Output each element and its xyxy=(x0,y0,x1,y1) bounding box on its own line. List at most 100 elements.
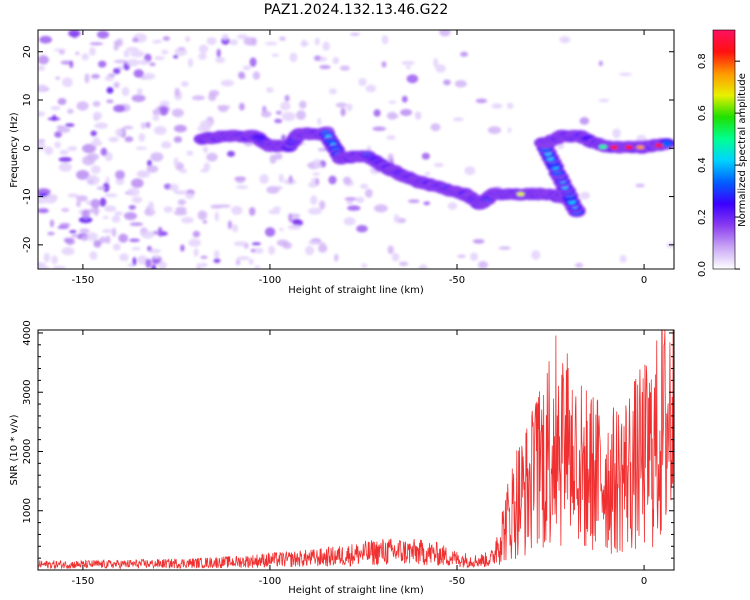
heatmap-noise-blob xyxy=(38,139,46,143)
heatmap-noise-blob xyxy=(314,37,320,46)
snr-x-tick-label: -150 xyxy=(72,576,95,587)
heatmap-noise-blob xyxy=(346,199,354,205)
snr-x-tick-label: -100 xyxy=(259,576,282,587)
heatmap-noise-blob xyxy=(92,111,103,121)
heatmap-noise-blob xyxy=(261,110,272,118)
heatmap-noise-blob xyxy=(181,216,194,224)
heatmap-noise-blob xyxy=(136,170,151,178)
heatmap-peak-blob xyxy=(516,192,525,197)
heatmap-noise-blob xyxy=(229,39,238,46)
heatmap-noise-blob xyxy=(238,71,245,80)
heatmap-noise-blob xyxy=(115,128,125,137)
snr-y-tick-label: 1000 xyxy=(22,498,33,523)
heatmap-noise-blob xyxy=(199,168,209,173)
heatmap-noise-blob xyxy=(169,183,179,192)
heatmap-noise-blob xyxy=(121,86,130,97)
heatmap-noise-blob xyxy=(360,183,369,189)
heatmap-noise-blob xyxy=(342,176,352,185)
heatmap-noise-blob xyxy=(487,126,502,134)
heatmap-noise-blob xyxy=(296,110,306,120)
heatmap-noise-blob xyxy=(122,125,134,130)
heatmap-noise-blob xyxy=(91,74,100,79)
heatmap-noise-blob xyxy=(81,209,90,220)
heatmap-noise-blob xyxy=(598,98,610,103)
heatmap-noise-blob xyxy=(38,65,46,71)
heatmap-noise-blob xyxy=(381,61,387,68)
heatmap-noise-blob xyxy=(193,248,199,257)
heatmap-noise-blob xyxy=(90,198,101,209)
heatmap-noise-blob xyxy=(94,206,99,217)
heatmap-noise-blob xyxy=(67,108,74,114)
heatmap-noise-blob xyxy=(98,60,107,68)
figure-title: PAZ1.2024.132.13.46.G22 xyxy=(264,2,449,18)
heatmap-noise-blob xyxy=(287,224,302,230)
snr-y-ticks: 1000 2000 3000 4000 xyxy=(22,320,674,559)
heatmap-noise-blob xyxy=(54,141,61,149)
heatmap-noise-blob xyxy=(188,238,201,247)
heatmap-noise-blob xyxy=(424,171,431,176)
heatmap-noise-blob xyxy=(115,177,125,185)
heatmap-noise-blob xyxy=(206,37,217,46)
heatmap-noise-blob xyxy=(319,65,331,70)
heatmap-noise-blob xyxy=(92,101,101,107)
heatmap-noise-blob xyxy=(59,223,71,227)
heatmap-noise-blob xyxy=(314,55,321,61)
heatmap-noise-blob xyxy=(216,48,221,58)
heatmap-noise-blob xyxy=(313,159,321,164)
heatmap-noise-blob xyxy=(191,95,205,101)
heatmap-noise-blob xyxy=(248,258,254,265)
heatmap-noise-blob xyxy=(86,175,100,186)
heatmap-noise-blob xyxy=(86,153,100,161)
heatmap-noise-blob xyxy=(317,147,327,152)
colorbar-bar xyxy=(712,29,736,270)
heatmap-noise-blob xyxy=(635,183,645,188)
heatmap-noise-blob xyxy=(280,101,291,111)
heatmap-noise-blob xyxy=(82,143,96,154)
heatmap-noise-blob xyxy=(108,136,119,143)
heatmap-x-axis-label: Height of straight line (km) xyxy=(288,285,424,296)
heatmap-noise-blob xyxy=(612,128,621,139)
heatmap-noise-blob xyxy=(148,201,154,211)
heatmap-noise-blob xyxy=(266,186,280,194)
heatmap-noise-blob xyxy=(44,146,54,156)
heatmap-noise-blob xyxy=(102,182,110,193)
heatmap-noise-blob xyxy=(208,93,217,102)
heatmap-noise-blob xyxy=(102,215,109,220)
heatmap-noise-blob xyxy=(173,157,179,168)
heatmap-noise-blob xyxy=(131,247,141,251)
heatmap-noise-blob xyxy=(100,147,108,156)
heatmap-noise-blob xyxy=(254,265,260,269)
heatmap-noise-blob xyxy=(242,65,252,71)
heatmap-signal-blob xyxy=(661,141,672,147)
heatmap-noise-blob xyxy=(81,235,88,242)
heatmap-y-tick-label: 0 xyxy=(22,145,33,151)
heatmap-peak-blob xyxy=(610,145,619,150)
heatmap-noise-blob xyxy=(346,103,353,112)
heatmap-noise-blob xyxy=(452,117,464,122)
heatmap-noise-blob xyxy=(86,232,98,242)
heatmap-noise-blob xyxy=(135,146,147,150)
heatmap-noise-blob xyxy=(138,133,146,142)
heatmap-noise-blob xyxy=(128,205,136,210)
colorbar-tick-label: 0.6 xyxy=(697,105,708,121)
heatmap-noise-blob xyxy=(104,75,114,82)
heatmap-noise-blob xyxy=(506,102,514,110)
heatmap-signal-layer xyxy=(193,127,674,218)
heatmap-noise-blob xyxy=(418,264,428,269)
heatmap-noise-blob xyxy=(65,123,75,127)
heatmap-noise-blob xyxy=(113,40,120,47)
heatmap-noise-blob xyxy=(51,255,58,265)
heatmap-noise-blob xyxy=(174,87,180,97)
heatmap-noise-blob xyxy=(174,190,188,195)
colorbar-ticks: 0.0 0.2 0.4 0.6 0.8 xyxy=(697,53,740,277)
heatmap-noise-blob xyxy=(273,206,282,211)
heatmap-noise-blob xyxy=(78,216,93,224)
heatmap-noise-blob xyxy=(149,62,156,67)
colorbar-label: Normalized spectral amplitude xyxy=(737,73,748,227)
heatmap-noise-blob xyxy=(281,111,296,122)
heatmap-noise-blob xyxy=(236,256,250,261)
heatmap-noise-blob xyxy=(401,95,408,103)
heatmap-noise-blob xyxy=(406,74,419,84)
heatmap-noise-blob xyxy=(99,236,108,244)
heatmap-noise-blob xyxy=(202,220,208,224)
